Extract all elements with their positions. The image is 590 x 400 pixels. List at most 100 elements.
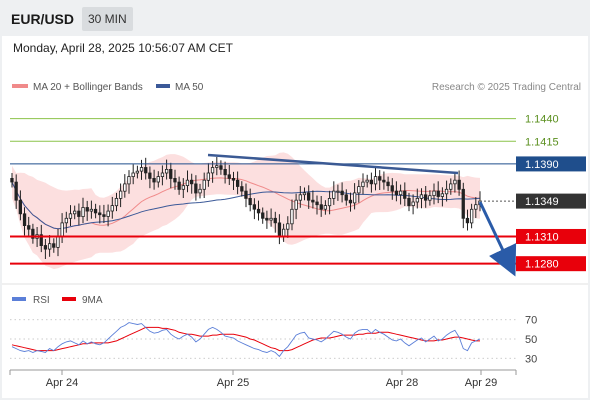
candle-body [77, 210, 81, 217]
candle-body [423, 194, 428, 201]
candle-body [131, 172, 135, 177]
rsi-ma-line [11, 326, 480, 352]
candle-body [39, 234, 43, 246]
candle-body [298, 194, 303, 201]
candle-body [432, 190, 436, 197]
rsi-level-label: 30 [525, 353, 537, 365]
candle-body [265, 217, 269, 221]
candle-body [56, 236, 60, 248]
candle-body [219, 165, 223, 170]
candle-body [148, 172, 152, 179]
candle-body [227, 174, 231, 179]
candle-body [110, 205, 114, 212]
candle-body [373, 176, 378, 185]
candle-body [244, 190, 248, 199]
candle-body [164, 168, 169, 174]
candle-body [281, 228, 286, 237]
rsi-level-label: 50 [525, 334, 537, 346]
candle-body [306, 192, 311, 201]
candle-body [311, 199, 315, 203]
candle-body [348, 199, 353, 204]
candle-body [73, 210, 77, 215]
candle-body [123, 183, 127, 192]
level-tag [516, 156, 586, 172]
candle-body [403, 190, 407, 199]
candle-body [202, 179, 206, 190]
candle-body [31, 228, 35, 239]
candle-body [98, 212, 102, 216]
legend-ma50-label: MA 50 [175, 82, 204, 93]
chart-datetime: Monday, April 28, 2025 10:56:07 AM CET [13, 41, 233, 55]
candle-body [18, 199, 23, 215]
forecast-arrow [478, 201, 517, 277]
legend-rsi-swatch [12, 297, 26, 301]
candle-body [465, 217, 470, 224]
candle-body [215, 165, 219, 168]
candle-body [302, 192, 307, 196]
candle-body [323, 205, 328, 210]
rsi-level-label: 70 [525, 315, 537, 327]
level-label: 1.1310 [525, 231, 559, 243]
candle-body [315, 201, 319, 206]
candle-body [156, 176, 160, 183]
candle-body [139, 167, 144, 172]
legend-rsi-ma-label: 9MA [82, 295, 103, 306]
candle-body [332, 190, 336, 199]
candle-body [144, 167, 148, 174]
candle-body [340, 190, 344, 196]
level-label: 1.1280 [525, 259, 559, 271]
candle-body [286, 223, 290, 230]
candle-body [43, 245, 48, 250]
candle-body [419, 194, 424, 199]
candle-body [469, 208, 474, 224]
candle-body [378, 176, 382, 181]
candle-body [235, 179, 240, 187]
level-tag [516, 228, 586, 244]
level-label: 1.1415 [525, 136, 559, 148]
candle-body [135, 170, 140, 174]
candle-body [160, 172, 165, 177]
candle-body [386, 181, 390, 187]
candle-body [261, 212, 265, 219]
candle-body [428, 195, 432, 201]
interval-button[interactable]: 30 MIN [82, 7, 133, 31]
x-axis: Apr 24 Apr 25 Apr 28 Apr 29 [9, 370, 517, 389]
candle-body [152, 177, 156, 183]
candle-body [411, 201, 415, 206]
candle-body [68, 213, 73, 219]
candle-body [60, 222, 64, 237]
levels-layer: 1.1440 1.1415 1.1390 1.1349 1.1310 1.1280 [10, 114, 586, 272]
candle-body [461, 188, 465, 219]
legend-rsi-label: RSI [33, 295, 50, 306]
candle-body [189, 179, 194, 185]
candle-body [114, 197, 119, 207]
candle-body [119, 190, 123, 199]
candle-body [407, 197, 411, 207]
candle-body [127, 176, 131, 185]
candle-body [457, 179, 461, 190]
x-tick-label: Apr 28 [386, 377, 418, 389]
candle-body [248, 197, 252, 206]
candle-body [256, 208, 261, 214]
candle-body [93, 208, 98, 214]
level-label: 1.1390 [525, 159, 559, 171]
candle-body [327, 197, 332, 207]
rsi-layer: 70 50 30 [10, 315, 537, 365]
candle-body [440, 193, 445, 197]
candle-body [14, 181, 18, 201]
candle-body [277, 222, 282, 237]
candle-body [294, 199, 298, 210]
top-bar: EUR/USD 30 MIN [0, 0, 590, 36]
candle-body [169, 168, 173, 179]
candle-body [269, 217, 273, 221]
candle-body [181, 185, 186, 190]
level-label: 1.1440 [525, 114, 559, 126]
legend-ma20-label: MA 20 + Bollinger Bands [33, 82, 143, 93]
candle-body [390, 185, 394, 192]
candle-body [290, 208, 294, 225]
current-price-tag [516, 193, 586, 209]
candle-body [394, 190, 399, 196]
candle-body [336, 190, 340, 193]
candle-body [436, 190, 440, 197]
